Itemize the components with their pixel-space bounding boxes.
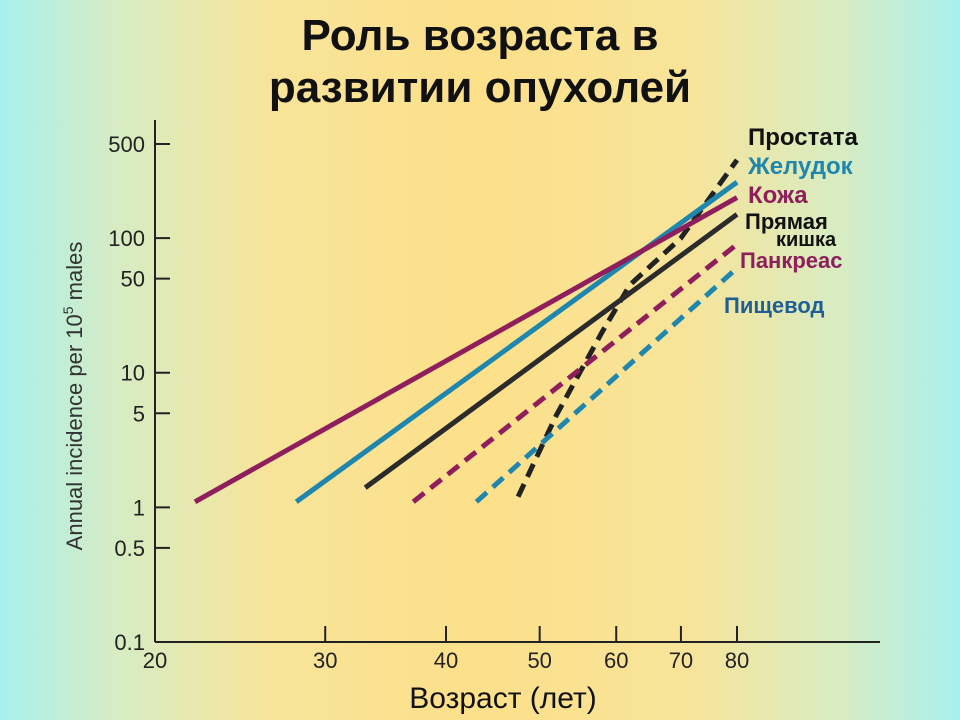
series-line <box>294 180 739 504</box>
label-skin: Кожа <box>748 182 808 209</box>
x-tick-label: 80 <box>725 648 749 673</box>
x-axis-label: Возраст (лет) <box>409 682 596 715</box>
series-labels: Простата Желудок Кожа Прямая кишка Панкр… <box>724 124 858 318</box>
x-tick-label: 70 <box>669 648 693 673</box>
series-line <box>515 158 740 498</box>
label-esophagus: Пищевод <box>724 293 825 318</box>
y-axis-label-main: Annual incidence per 10 <box>62 314 87 550</box>
x-tick-label: 60 <box>604 648 628 673</box>
y-tick-label: 5 <box>133 401 145 426</box>
title-line-2: развитии опухолей <box>268 63 692 112</box>
x-tick-label: 40 <box>434 648 458 673</box>
chart-series <box>193 158 740 504</box>
series-line <box>474 266 739 504</box>
label-rectum-line-1: Прямая <box>745 209 828 234</box>
series-line <box>193 195 739 504</box>
x-tick-label: 20 <box>143 648 167 673</box>
label-rectum-line-2: кишка <box>776 229 837 251</box>
y-tick-label: 500 <box>108 132 145 157</box>
y-tick-label: 1 <box>133 495 145 520</box>
page-title: Роль возраста в развитии опухолей <box>0 10 960 114</box>
y-axis-label-sup: 5 <box>60 306 76 314</box>
title-line-1: Роль возраста в <box>301 11 659 60</box>
label-prostate: Простата <box>748 124 858 151</box>
series-line <box>411 242 739 504</box>
y-tick-label: 10 <box>121 361 145 386</box>
y-axis-label-tail: males <box>62 242 87 307</box>
label-stomach: Желудок <box>747 153 854 180</box>
y-tick-label: 0.5 <box>114 536 145 561</box>
label-pancreas: Панкреас <box>740 248 843 273</box>
y-tick-label: 100 <box>108 226 145 251</box>
x-tick-label: 50 <box>527 648 551 673</box>
chart-axes <box>154 120 880 643</box>
x-tick-label: 30 <box>313 648 337 673</box>
chart-ticks: 0.1 0.5 1 5 10 50 100 500 20 30 40 50 60 70 80 <box>108 132 749 673</box>
y-axis-label: Annual incidence per 105 males <box>60 242 87 551</box>
y-tick-label: 0.1 <box>114 630 145 655</box>
y-tick-label: 50 <box>121 267 145 292</box>
series-line <box>363 212 739 490</box>
